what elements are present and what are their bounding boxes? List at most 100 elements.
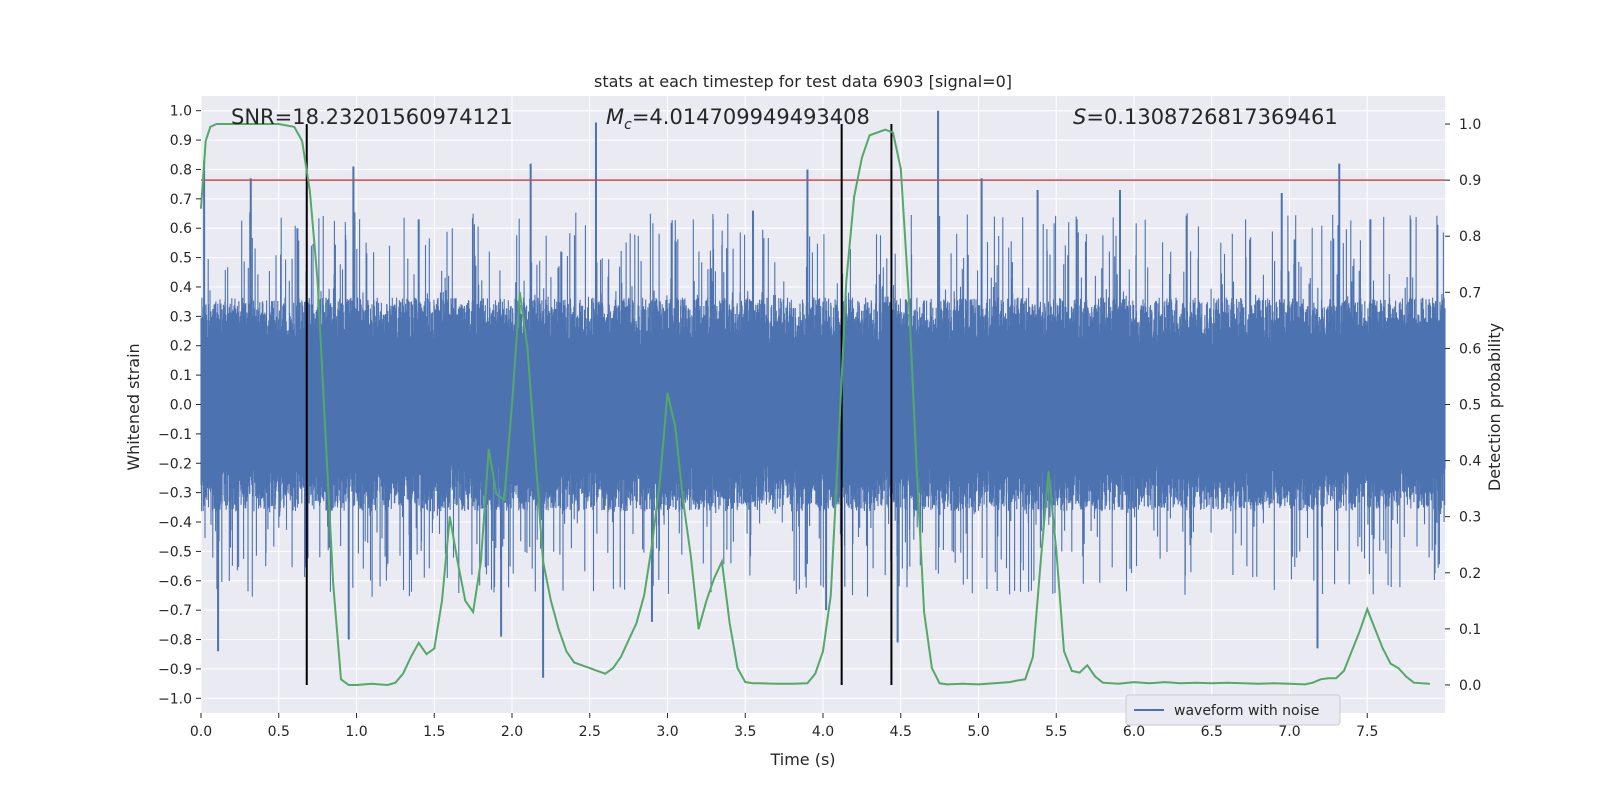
probability-point — [293, 126, 296, 128]
probability-point — [1117, 683, 1120, 685]
probability-point — [596, 670, 599, 672]
chart-title: stats at each timestep for test data 690… — [594, 72, 1012, 91]
probability-point — [495, 493, 498, 496]
probability-point — [1063, 650, 1065, 653]
waveform-peaks — [203, 110, 1372, 678]
y-tick-label: −0.6 — [158, 574, 192, 590]
y2-tick-label: 0.7 — [1459, 285, 1481, 301]
probability-point — [1008, 681, 1011, 683]
probability-point — [200, 207, 202, 209]
s-symbol: S — [1073, 105, 1086, 129]
probability-point — [791, 683, 793, 685]
probability-point — [806, 682, 809, 685]
probability-point — [246, 123, 249, 125]
y-tick-label: 0.8 — [170, 162, 192, 178]
probability-point — [643, 594, 645, 597]
y2-axis-label: Detection probability — [1485, 323, 1504, 491]
x-tick-label: 2.5 — [579, 724, 601, 740]
probability-point — [340, 678, 342, 681]
x-axis-label: Time (s) — [769, 750, 835, 769]
probability-point — [612, 667, 614, 669]
probability-point — [993, 682, 995, 685]
chirp-mass-subscript: c — [624, 117, 632, 133]
probability-point — [402, 672, 404, 675]
y-axis-label: Whitened strain — [124, 343, 143, 470]
probability-point — [557, 628, 560, 630]
probability-point — [386, 684, 389, 686]
probability-point — [347, 684, 350, 686]
y-tick-label: 0.0 — [170, 398, 192, 414]
y-tick-label: −0.5 — [158, 544, 192, 560]
probability-point — [1350, 650, 1353, 653]
probability-point — [1039, 560, 1042, 563]
y2-tick-label: 0.2 — [1459, 566, 1481, 582]
probability-point — [884, 128, 886, 131]
y-tick-label: 0.3 — [170, 309, 192, 325]
probability-point — [1327, 677, 1330, 680]
probability-point — [277, 123, 280, 125]
probability-point — [581, 664, 583, 667]
probability-point — [1358, 630, 1361, 633]
y-tick-label: −0.2 — [158, 456, 192, 472]
probability-point — [604, 672, 607, 675]
y2-tick-label: 0.6 — [1459, 341, 1481, 357]
probability-point — [511, 403, 513, 406]
y-tick-label: 0.2 — [170, 339, 192, 355]
probability-point — [892, 131, 894, 134]
probability-point — [822, 650, 824, 653]
probability-point — [332, 583, 334, 585]
y2-tick-label: 0.4 — [1459, 454, 1481, 470]
probability-point — [814, 672, 817, 675]
probability-point — [371, 683, 373, 685]
probability-point — [620, 656, 622, 658]
probability-point — [550, 600, 552, 602]
probability-point — [355, 684, 358, 686]
y-tick-label: 0.4 — [170, 280, 192, 296]
x-tick-label: 7.5 — [1356, 724, 1378, 740]
probability-point — [1024, 678, 1026, 681]
y2-tick-label: 0.1 — [1459, 622, 1481, 638]
probability-point — [845, 280, 848, 282]
probability-point — [215, 123, 218, 125]
x-tick-label: 6.0 — [1123, 724, 1145, 740]
probability-point — [1382, 647, 1384, 650]
probability-point — [721, 560, 723, 563]
y2-tick-label: 0.5 — [1459, 398, 1481, 414]
x-tick-label: 1.5 — [423, 724, 445, 740]
y-tick-label: 0.6 — [170, 221, 192, 237]
probability-points — [200, 123, 1431, 686]
probability-point — [425, 653, 428, 655]
probability-point — [588, 667, 591, 669]
probability-point — [1164, 681, 1166, 683]
probability-point — [209, 126, 212, 128]
snr-annotation: SNR=18.23201560974121 — [231, 105, 513, 129]
probability-point — [713, 577, 715, 580]
probability-point — [728, 622, 731, 625]
chirp-mass-symbol: M — [606, 105, 624, 129]
probability-point — [658, 482, 661, 484]
probability-point — [697, 628, 700, 630]
probability-point — [1094, 675, 1096, 678]
probability-point — [861, 156, 863, 159]
probability-point — [1397, 667, 1400, 669]
probability-point — [1226, 681, 1229, 684]
probability-point — [1032, 656, 1034, 658]
y2-tick-label: 0.3 — [1459, 510, 1481, 526]
legend: waveform with noise — [1125, 694, 1341, 726]
probability-point — [526, 347, 529, 350]
probability-point — [441, 600, 443, 602]
probability-point — [690, 555, 692, 557]
legend-box — [1125, 694, 1341, 726]
probability-point — [1374, 628, 1376, 630]
probability-point — [977, 683, 980, 686]
probability-point — [1304, 683, 1306, 686]
probability-point — [309, 190, 311, 193]
probability-point — [487, 448, 490, 451]
x-tick-label: 1.0 — [345, 724, 367, 740]
probability-point — [899, 168, 902, 170]
probability-point — [923, 611, 925, 613]
probability-point — [449, 515, 451, 518]
probability-point — [410, 656, 412, 658]
probability-point — [744, 681, 747, 683]
probability-point — [394, 681, 397, 684]
